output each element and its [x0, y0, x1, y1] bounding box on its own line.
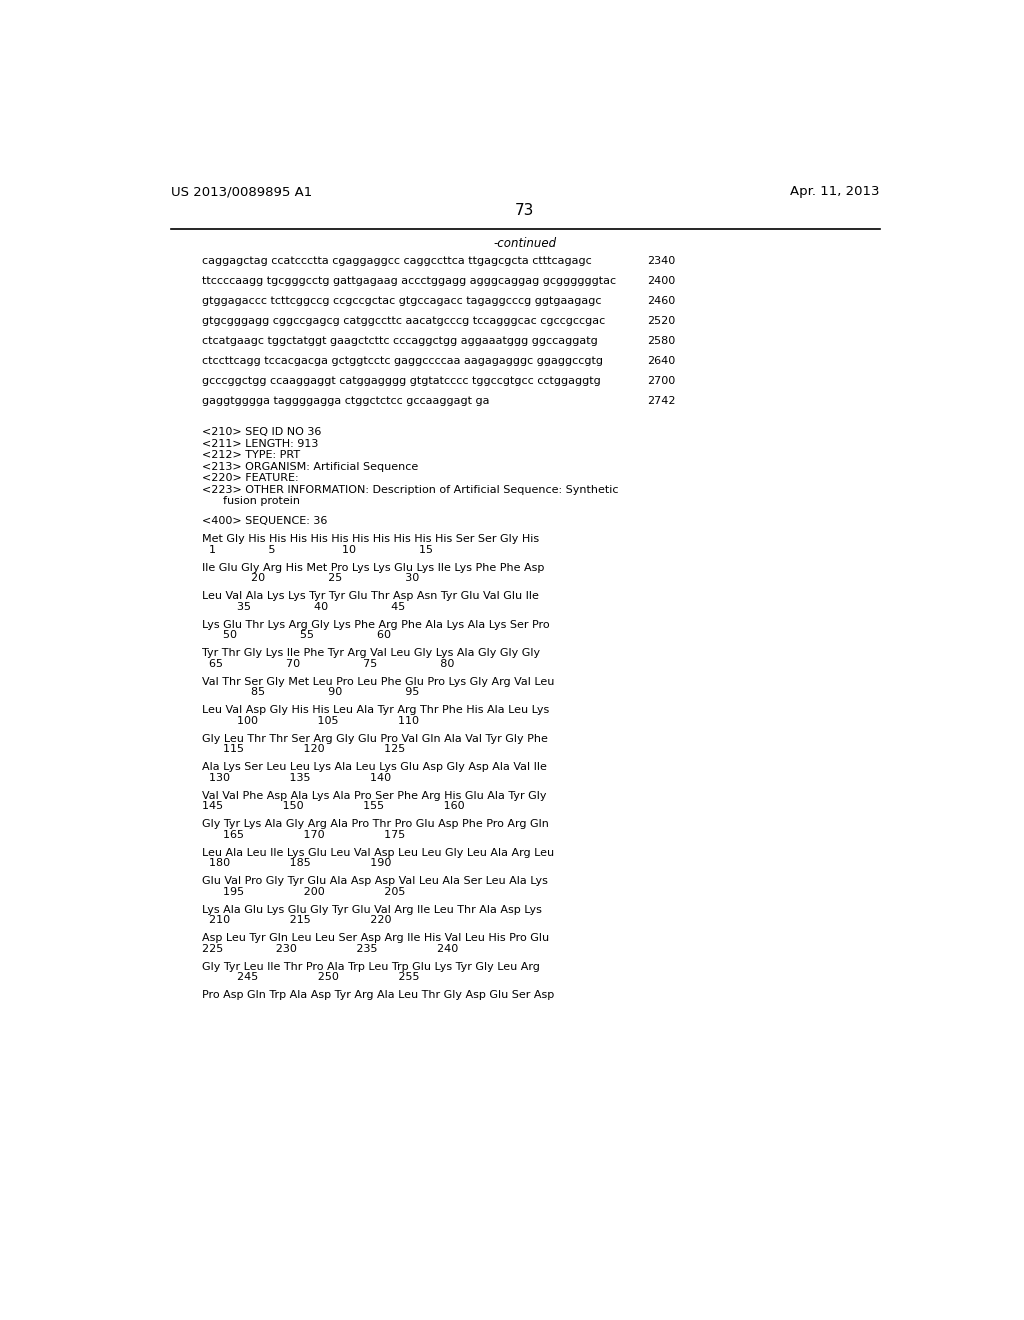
- Text: 2742: 2742: [647, 396, 676, 407]
- Text: US 2013/0089895 A1: US 2013/0089895 A1: [171, 185, 312, 198]
- Text: Leu Ala Leu Ile Lys Glu Leu Val Asp Leu Leu Gly Leu Ala Arg Leu: Leu Ala Leu Ile Lys Glu Leu Val Asp Leu …: [202, 847, 554, 858]
- Text: fusion protein: fusion protein: [202, 496, 300, 507]
- Text: <220> FEATURE:: <220> FEATURE:: [202, 474, 298, 483]
- Text: 165                 170                 175: 165 170 175: [202, 830, 404, 840]
- Text: Ala Lys Ser Leu Leu Lys Ala Leu Lys Glu Asp Gly Asp Ala Val Ile: Ala Lys Ser Leu Leu Lys Ala Leu Lys Glu …: [202, 762, 547, 772]
- Text: -continued: -continued: [494, 238, 556, 249]
- Text: 225               230                 235                 240: 225 230 235 240: [202, 944, 458, 954]
- Text: 2640: 2640: [647, 356, 676, 366]
- Text: <212> TYPE: PRT: <212> TYPE: PRT: [202, 450, 300, 461]
- Text: <223> OTHER INFORMATION: Description of Artificial Sequence: Synthetic: <223> OTHER INFORMATION: Description of …: [202, 484, 618, 495]
- Text: Ile Glu Gly Arg His Met Pro Lys Lys Glu Lys Ile Lys Phe Phe Asp: Ile Glu Gly Arg His Met Pro Lys Lys Glu …: [202, 562, 544, 573]
- Text: 73: 73: [515, 203, 535, 218]
- Text: gaggtgggga taggggagga ctggctctcc gccaaggagt ga: gaggtgggga taggggagga ctggctctcc gccaagg…: [202, 396, 489, 407]
- Text: Gly Tyr Lys Ala Gly Arg Ala Pro Thr Pro Glu Asp Phe Pro Arg Gln: Gly Tyr Lys Ala Gly Arg Ala Pro Thr Pro …: [202, 818, 549, 829]
- Text: 65                  70                  75                  80: 65 70 75 80: [202, 659, 454, 669]
- Text: 2520: 2520: [647, 317, 676, 326]
- Text: gcccggctgg ccaaggaggt catggagggg gtgtatcccc tggccgtgcc cctggaggtg: gcccggctgg ccaaggaggt catggagggg gtgtatc…: [202, 376, 600, 387]
- Text: Pro Asp Gln Trp Ala Asp Tyr Arg Ala Leu Thr Gly Asp Glu Ser Asp: Pro Asp Gln Trp Ala Asp Tyr Arg Ala Leu …: [202, 990, 554, 1001]
- Text: 130                 135                 140: 130 135 140: [202, 774, 391, 783]
- Text: caggagctag ccatccctta cgaggaggcc caggccttca ttgagcgcta ctttcagagc: caggagctag ccatccctta cgaggaggcc caggcct…: [202, 256, 592, 267]
- Text: <210> SEQ ID NO 36: <210> SEQ ID NO 36: [202, 428, 321, 437]
- Text: ctccttcagg tccacgacga gctggtcctc gaggccccaa aagagagggc ggaggccgtg: ctccttcagg tccacgacga gctggtcctc gaggccc…: [202, 356, 603, 366]
- Text: Val Thr Ser Gly Met Leu Pro Leu Phe Glu Pro Lys Gly Arg Val Leu: Val Thr Ser Gly Met Leu Pro Leu Phe Glu …: [202, 677, 554, 686]
- Text: 2400: 2400: [647, 276, 676, 286]
- Text: Tyr Thr Gly Lys Ile Phe Tyr Arg Val Leu Gly Lys Ala Gly Gly Gly: Tyr Thr Gly Lys Ile Phe Tyr Arg Val Leu …: [202, 648, 540, 659]
- Text: gtggagaccc tcttcggccg ccgccgctac gtgccagacc tagaggcccg ggtgaagagc: gtggagaccc tcttcggccg ccgccgctac gtgccag…: [202, 296, 601, 306]
- Text: 85                  90                  95: 85 90 95: [202, 688, 419, 697]
- Text: Gly Tyr Leu Ile Thr Pro Ala Trp Leu Trp Glu Lys Tyr Gly Leu Arg: Gly Tyr Leu Ile Thr Pro Ala Trp Leu Trp …: [202, 961, 540, 972]
- Text: Val Val Phe Asp Ala Lys Ala Pro Ser Phe Arg His Glu Ala Tyr Gly: Val Val Phe Asp Ala Lys Ala Pro Ser Phe …: [202, 791, 546, 800]
- Text: 20                  25                  30: 20 25 30: [202, 573, 419, 583]
- Text: Apr. 11, 2013: Apr. 11, 2013: [791, 185, 880, 198]
- Text: Leu Val Ala Lys Lys Tyr Tyr Glu Thr Asp Asn Tyr Glu Val Glu Ile: Leu Val Ala Lys Lys Tyr Tyr Glu Thr Asp …: [202, 591, 539, 601]
- Text: 2340: 2340: [647, 256, 676, 267]
- Text: 2700: 2700: [647, 376, 676, 387]
- Text: Lys Ala Glu Lys Glu Gly Tyr Glu Val Arg Ile Leu Thr Ala Asp Lys: Lys Ala Glu Lys Glu Gly Tyr Glu Val Arg …: [202, 904, 542, 915]
- Text: 1               5                   10                  15: 1 5 10 15: [202, 545, 432, 554]
- Text: <211> LENGTH: 913: <211> LENGTH: 913: [202, 438, 318, 449]
- Text: ttccccaagg tgcgggcctg gattgagaag accctggagg agggcaggag gcggggggtac: ttccccaagg tgcgggcctg gattgagaag accctgg…: [202, 276, 615, 286]
- Text: ctcatgaagc tggctatggt gaagctcttc cccaggctgg aggaaatggg ggccaggatg: ctcatgaagc tggctatggt gaagctcttc cccaggc…: [202, 337, 597, 346]
- Text: gtgcgggagg cggccgagcg catggccttc aacatgcccg tccagggcac cgccgccgac: gtgcgggagg cggccgagcg catggccttc aacatgc…: [202, 317, 605, 326]
- Text: Gly Leu Thr Thr Ser Arg Gly Glu Pro Val Gln Ala Val Tyr Gly Phe: Gly Leu Thr Thr Ser Arg Gly Glu Pro Val …: [202, 734, 548, 743]
- Text: <400> SEQUENCE: 36: <400> SEQUENCE: 36: [202, 516, 327, 525]
- Text: 245                 250                 255: 245 250 255: [202, 973, 419, 982]
- Text: 115                 120                 125: 115 120 125: [202, 744, 404, 754]
- Text: <213> ORGANISM: Artificial Sequence: <213> ORGANISM: Artificial Sequence: [202, 462, 418, 471]
- Text: Met Gly His His His His His His His His His His Ser Ser Gly His: Met Gly His His His His His His His His …: [202, 535, 539, 544]
- Text: 50                  55                  60: 50 55 60: [202, 631, 390, 640]
- Text: 2580: 2580: [647, 337, 676, 346]
- Text: 145                 150                 155                 160: 145 150 155 160: [202, 801, 464, 812]
- Text: Glu Val Pro Gly Tyr Glu Ala Asp Asp Val Leu Ala Ser Leu Ala Lys: Glu Val Pro Gly Tyr Glu Ala Asp Asp Val …: [202, 876, 548, 886]
- Text: 210                 215                 220: 210 215 220: [202, 915, 391, 925]
- Text: Lys Glu Thr Lys Arg Gly Lys Phe Arg Phe Ala Lys Ala Lys Ser Pro: Lys Glu Thr Lys Arg Gly Lys Phe Arg Phe …: [202, 619, 549, 630]
- Text: 100                 105                 110: 100 105 110: [202, 715, 419, 726]
- Text: 180                 185                 190: 180 185 190: [202, 858, 391, 869]
- Text: 2460: 2460: [647, 296, 676, 306]
- Text: 195                 200                 205: 195 200 205: [202, 887, 406, 896]
- Text: Asp Leu Tyr Gln Leu Leu Ser Asp Arg Ile His Val Leu His Pro Glu: Asp Leu Tyr Gln Leu Leu Ser Asp Arg Ile …: [202, 933, 549, 942]
- Text: Leu Val Asp Gly His His Leu Ala Tyr Arg Thr Phe His Ala Leu Lys: Leu Val Asp Gly His His Leu Ala Tyr Arg …: [202, 705, 549, 715]
- Text: 35                  40                  45: 35 40 45: [202, 602, 404, 612]
